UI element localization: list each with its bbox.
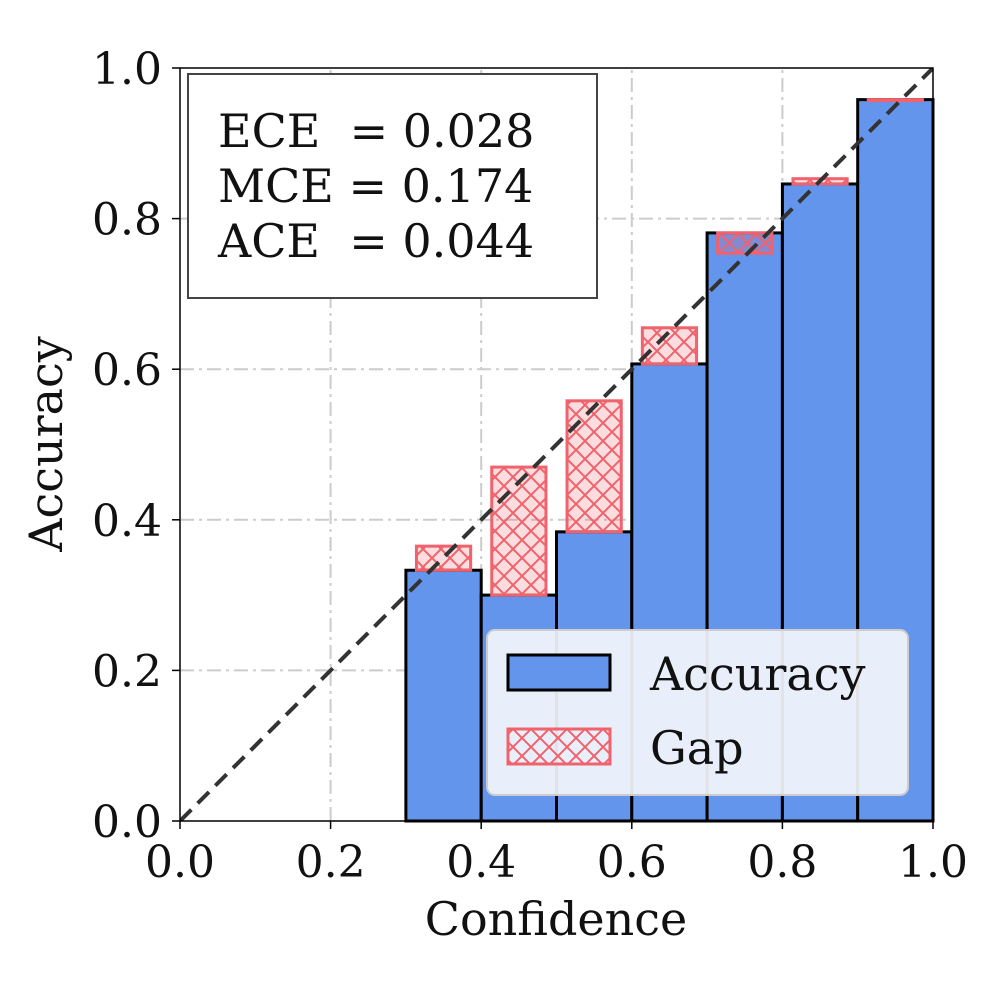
- legend-swatch-accuracy: [506, 653, 612, 692]
- y-tick-label: 0.6: [92, 345, 162, 396]
- x-tick-label: 0.2: [296, 837, 366, 888]
- x-axis-label: Confidence: [425, 892, 687, 946]
- y-tick-label: 0.2: [92, 646, 162, 697]
- metric-ece: ECE = 0.028: [218, 104, 534, 158]
- y-tick-label: 1.0: [92, 44, 162, 95]
- reference-diagonal: [180, 68, 933, 821]
- legend: Accuracy Gap: [486, 629, 909, 796]
- perfect-calibration-line: [180, 68, 933, 821]
- y-tick-label: 0.0: [92, 797, 162, 848]
- x-tick-label: 0.6: [597, 837, 667, 888]
- legend-label-gap: Gap: [650, 721, 744, 775]
- metrics-box: ECE = 0.028 MCE = 0.174 ACE = 0.044: [187, 73, 598, 299]
- axis-ticks: 0.0 0.2 0.4 0.6 0.8 1.0 0.0 0.2 0.4 0.6 0.8 1.0: [92, 44, 968, 888]
- gap-bar: [490, 465, 548, 597]
- plot-frame: [179, 67, 934, 822]
- y-axis-label: Accuracy: [19, 336, 73, 553]
- y-tick-label: 0.8: [92, 195, 162, 246]
- y-tick-label: 0.4: [92, 496, 162, 547]
- gap-bar: [414, 544, 473, 572]
- x-tick-label: 1.0: [898, 837, 968, 888]
- x-tick-label: 0.4: [446, 837, 516, 888]
- x-tick-label: 0.0: [145, 837, 215, 888]
- x-tick-label: 0.8: [747, 837, 817, 888]
- legend-label-accuracy: Accuracy: [649, 647, 866, 701]
- gap-bar: [866, 98, 924, 103]
- accuracy-bar: [404, 568, 483, 823]
- metric-mce: MCE = 0.174: [218, 159, 533, 213]
- gap-bar: [565, 399, 623, 534]
- gap-bar: [640, 326, 699, 366]
- metric-ace: ACE = 0.044: [217, 214, 534, 268]
- gap-bar: [716, 231, 774, 255]
- legend-swatch-gap: [506, 727, 612, 766]
